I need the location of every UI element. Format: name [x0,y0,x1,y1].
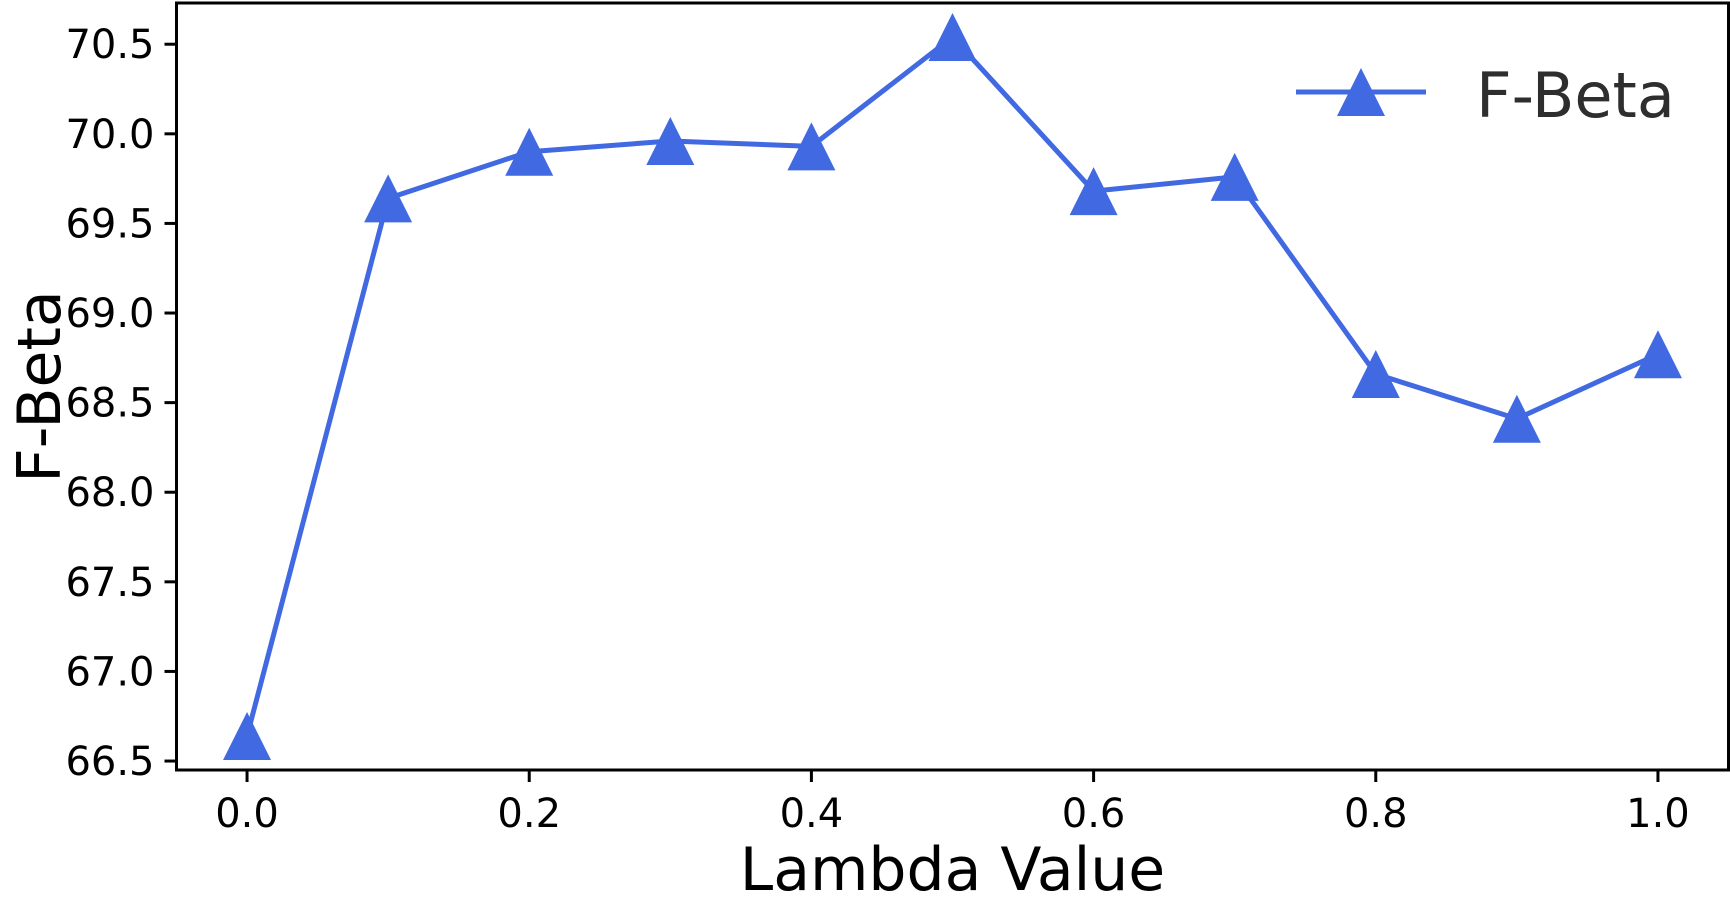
data-point-marker [1492,394,1541,443]
data-point-marker [223,711,272,760]
legend-label: F-Beta [1476,59,1675,132]
y-tick-label: 68.5 [65,381,154,427]
plot-area [175,1,1730,772]
legend-triangle-marker [1337,68,1385,116]
legend: F-Beta [1296,59,1675,132]
y-tick-label: 66.5 [65,739,154,785]
y-tick-label: 67.5 [65,560,154,606]
data-point-marker [1069,167,1118,216]
x-tick-label: 0.0 [215,791,279,837]
data-point-marker [1633,330,1682,379]
y-axis-ticks: 66.5 67.0 67.5 68.0 68.5 69.0 69.5 70.0 70.5 [65,22,177,785]
x-tick-label: 1.0 [1626,791,1690,837]
x-tick-label: 0.2 [497,791,561,837]
data-point-marker [787,122,836,171]
data-point-marker [364,174,413,223]
x-tick-label: 0.4 [780,791,844,837]
y-tick-label: 69.5 [65,201,154,247]
x-axis-ticks: 0.0 0.2 0.4 0.6 0.8 1.0 [215,770,1690,837]
y-tick-label: 67.0 [65,649,154,695]
data-point-marker [1351,349,1400,398]
data-point-marker [928,13,977,62]
y-axis-label: F-Beta [5,290,75,482]
y-tick-label: 69.0 [65,291,154,337]
series-fbeta [223,13,1682,760]
x-tick-label: 0.6 [1062,791,1126,837]
data-point-marker [1210,152,1259,201]
data-point-marker [646,116,695,165]
data-point-marker [505,127,554,176]
x-axis-label: Lambda Value [740,835,1165,905]
y-tick-label: 68.0 [65,470,154,516]
y-tick-label: 70.0 [65,112,154,158]
y-tick-label: 70.5 [65,22,154,68]
x-tick-label: 0.8 [1344,791,1408,837]
